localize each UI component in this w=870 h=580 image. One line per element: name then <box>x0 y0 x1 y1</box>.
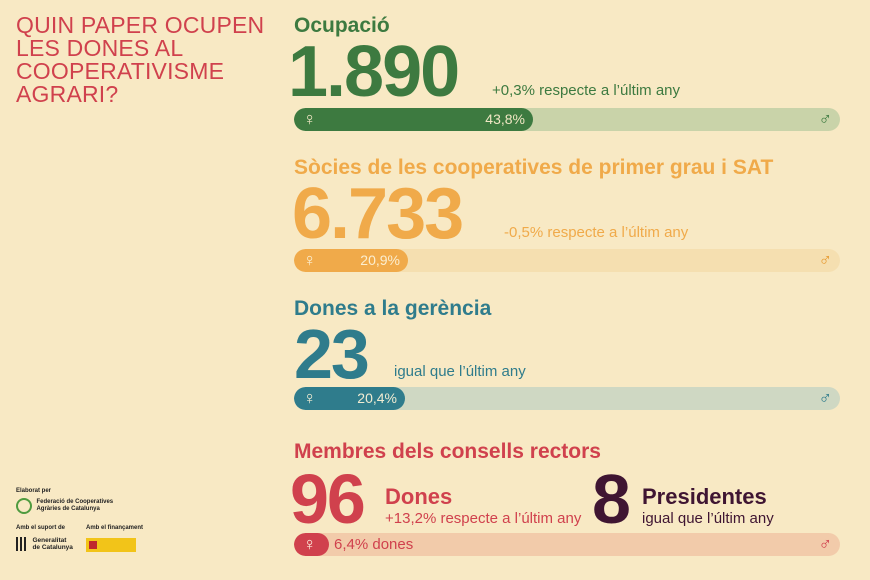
section-title: Sòcies de les cooperatives de primer gra… <box>294 156 774 179</box>
fcac-name-line2: Agràries de Catalunya <box>36 505 100 512</box>
presidents-label: Presidentes <box>642 484 767 509</box>
gender-bar: 20,9% ♀ ♂ <box>294 249 840 272</box>
section-title: Membres dels consells rectors <box>294 440 601 463</box>
women-percent: 20,4% <box>357 390 397 406</box>
big-number: 1.890 <box>288 32 460 112</box>
delta-text: igual que l’últim any <box>394 363 526 380</box>
generalitat-icon <box>16 536 28 551</box>
female-icon: ♀ <box>303 109 317 129</box>
generalitat-line1: Generalitat <box>32 536 67 544</box>
women-fill: 43,8% <box>294 108 533 131</box>
presidents-count: 8 <box>592 460 631 538</box>
female-icon: ♀ <box>303 250 317 270</box>
spain-government-icon <box>86 537 136 552</box>
women-delta: +13,2% respecte a l’últim any <box>385 510 582 527</box>
male-icon: ♂ <box>818 534 833 554</box>
delta-text: -0,5% respecte a l’últim any <box>504 224 689 241</box>
ministry-logo <box>86 536 136 554</box>
generalitat-logo: Generalitat de Catalunya <box>16 535 73 553</box>
male-icon: ♂ <box>818 250 833 270</box>
section-title: Ocupació <box>294 14 390 37</box>
section-consells: Membres dels consells rectors 96 Dones +… <box>290 440 842 560</box>
female-icon: ♀ <box>303 534 317 554</box>
gender-bar: 20,4% ♀ ♂ <box>294 387 840 410</box>
fcac-name-line1: Federació de Cooperatives <box>36 498 114 505</box>
elaborat-label: Elaborat per <box>16 488 52 494</box>
section-title: Dones a la gerència <box>294 297 492 320</box>
gender-bar: 43,8% ♀ ♂ <box>294 108 840 131</box>
section-socies: Sòcies de les cooperatives de primer gra… <box>292 156 842 276</box>
section-ocupacio: Ocupació 1.890 +0,3% respecte a l’últim … <box>288 14 842 134</box>
male-icon: ♂ <box>818 109 833 129</box>
page-title: QUIN PAPER OCUPEN LES DONES AL COOPERATI… <box>16 12 265 107</box>
female-icon: ♀ <box>303 388 317 408</box>
women-fill: 20,4% <box>294 387 405 410</box>
footer-credits: Elaborat per Federació de Cooperatives A… <box>16 488 156 555</box>
suport-label: Amb el suport de <box>16 525 66 531</box>
fcac-logo: Federació de Cooperatives Agràries de Ca… <box>16 497 156 515</box>
big-number: 6.733 <box>292 174 464 254</box>
big-number: 23 <box>294 315 370 393</box>
women-count: 96 <box>290 460 366 538</box>
gender-bar: ♀ 6,4% dones ♂ <box>294 533 840 556</box>
women-fill: 20,9% <box>294 249 408 272</box>
presidents-delta: igual que l’últim any <box>642 510 774 527</box>
delta-text: +0,3% respecte a l’últim any <box>492 82 681 99</box>
women-percent: 20,9% <box>360 252 400 268</box>
financament-label: Amb el finançament <box>86 525 144 531</box>
generalitat-line2: de Catalunya <box>32 543 73 551</box>
women-fill <box>294 533 329 556</box>
male-icon: ♂ <box>818 388 833 408</box>
women-percent: 6,4% dones <box>334 536 414 553</box>
women-label: Dones <box>385 484 453 509</box>
women-percent: 43,8% <box>485 111 525 127</box>
fcac-ring-icon <box>16 497 32 514</box>
section-gerencia: Dones a la gerència 23 igual que l’últim… <box>294 297 842 417</box>
